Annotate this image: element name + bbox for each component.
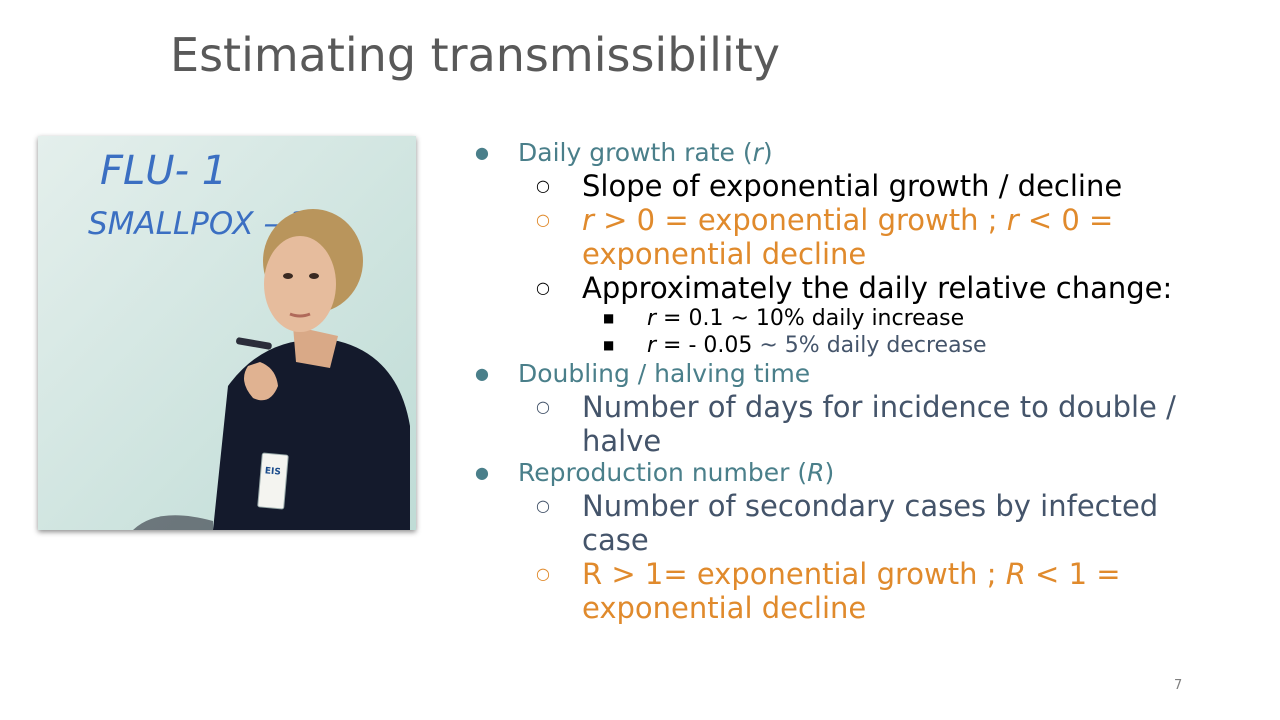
bullet-growth-rate: ● Daily growth rate (r) [470,138,1210,168]
slope-text: Slope of exponential growth / decline [582,169,1123,203]
bullet-circle-icon: ○ [536,397,550,416]
bullet-example-increase: ■ r = 0.1 ~ 10% daily increase [470,305,1210,332]
bullet-slope: ○ Slope of exponential growth / decline [470,169,1210,203]
example-decrease-tail: ~ 5% daily decrease [752,333,987,358]
slide-title: Estimating transmissibility [170,28,780,82]
bullet-relative-change: ○ Approximately the daily relative chang… [470,271,1210,305]
bullet-circle-icon: ○ [536,210,550,229]
bullet-square-icon: ■ [603,311,615,325]
bullet-circle-icon: ○ [536,564,550,583]
bullet-secondary-cases: ○ Number of secondary cases by infected … [470,489,1210,557]
bullet-example-decrease: ■ r = - 0.05 ~ 5% daily decrease [470,332,1210,359]
example-decrease-var: r [647,333,657,358]
example-decrease-text: = - 0.05 [656,333,753,358]
relative-change-text: Approximately the daily relative change: [582,271,1173,305]
example-increase-var: r [647,306,657,331]
growth-rate-close: ) [762,138,773,167]
bullet-circle-icon: ○ [536,278,550,297]
bullet-square-icon: ■ [603,338,615,352]
example-increase-text: = 0.1 ~ 10% daily increase [656,306,965,331]
r-sign-var-1: r [582,203,594,237]
r-sign-text-1: > 0 = exponential growth ; [593,203,1007,237]
photo-woman-at-whiteboard: FLU- 1 SMALLPOX – 3 EIS [38,136,416,530]
reproduction-close: ) [824,458,835,487]
reproduction-label: Reproduction number ( [518,458,808,487]
bullet-R-sign: ○ R > 1= exponential growth ; R < 1 = ex… [470,557,1210,625]
bullet-doubling-time: ● Doubling / halving time [470,359,1210,389]
r-sign-text-2: < 0 = exponential decline [582,203,1114,271]
reproduction-var: R [807,458,825,487]
bullet-r-sign: ○ r > 0 = exponential growth ; r < 0 = e… [470,203,1210,271]
r-sign-var-2: r [1006,203,1019,237]
bullet-circle-icon: ○ [536,496,550,515]
R-sign-text-1: R > 1= exponential growth ; [582,557,1006,591]
growth-rate-var: r [752,138,763,167]
bullet-dot-icon: ● [475,143,489,162]
badge-text: EIS [264,466,281,477]
R-sign-text-2: < 1 = exponential decline [582,557,1121,625]
page-number: 7 [1174,678,1183,693]
bullet-reproduction-number: ● Reproduction number (R) [470,458,1210,488]
bullet-dot-icon: ● [475,463,489,482]
photo-illustration: FLU- 1 SMALLPOX – 3 EIS [38,136,416,530]
bullet-list: ● Daily growth rate (r) ○ Slope of expon… [470,138,1210,625]
R-sign-var: R [1005,557,1026,591]
whiteboard-text-flu: FLU- 1 [100,148,227,194]
bullet-circle-icon: ○ [536,176,550,195]
secondary-cases-text: Number of secondary cases by infected ca… [582,489,1159,557]
bullet-dot-icon: ● [475,364,489,383]
doubling-def-text: Number of days for incidence to double /… [582,390,1176,458]
bullet-doubling-def: ○ Number of days for incidence to double… [470,390,1210,458]
growth-rate-label: Daily growth rate ( [518,138,753,167]
doubling-label: Doubling / halving time [518,359,811,388]
